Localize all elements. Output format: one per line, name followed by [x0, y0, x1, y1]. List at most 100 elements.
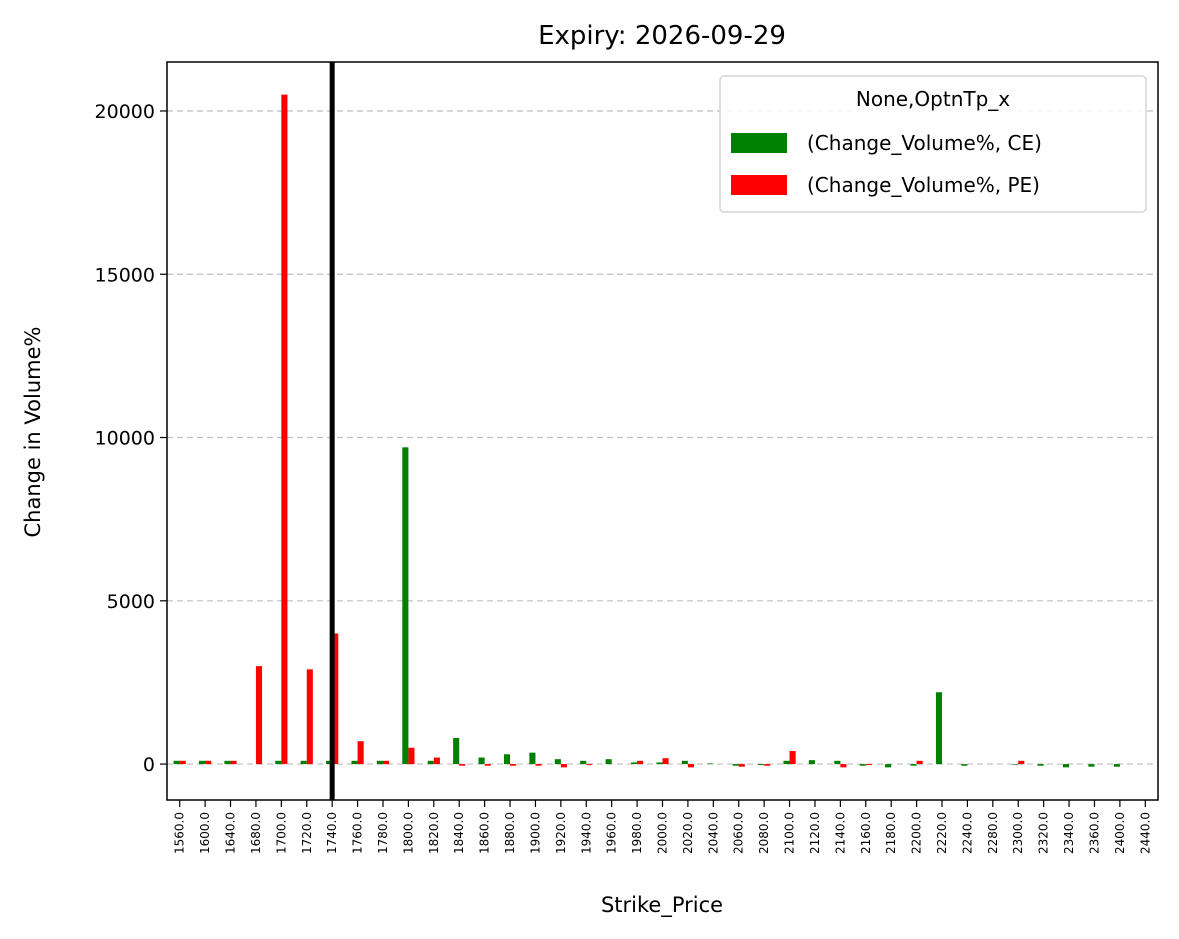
- ytick-label-2: 10000: [95, 428, 155, 450]
- legend-swatch-ce: [731, 133, 787, 153]
- bar-pe-7: [357, 741, 364, 765]
- xtick-label-16: 1940.0: [579, 812, 593, 854]
- bar-ce-12: [478, 757, 485, 765]
- xtick-label-27: 2160.0: [859, 812, 873, 854]
- y-axis-ticks: 0 5000 10000 15000 20000: [95, 101, 167, 776]
- bar-pe-8: [382, 760, 390, 765]
- bar-ce-6: [326, 760, 333, 765]
- xtick-label-20: 2020.0: [681, 812, 695, 854]
- bar-ce-8: [376, 760, 383, 765]
- xtick-label-15: 1920.0: [554, 812, 568, 854]
- bar-ce-18: [630, 762, 638, 765]
- bar-pe-16: [586, 764, 593, 766]
- bar-ce-10: [427, 760, 434, 765]
- bar-ce-24: [783, 760, 790, 765]
- bar-ce-4: [275, 760, 282, 765]
- bar-pe-4: [281, 94, 288, 765]
- bar-pe-26: [840, 764, 847, 768]
- xtick-label-7: 1760.0: [351, 812, 365, 854]
- bar-ce-35: [1062, 764, 1070, 768]
- xtick-label-6: 1740.0: [325, 812, 339, 854]
- xtick-label-0: 1560.0: [173, 812, 187, 854]
- xtick-label-23: 2080.0: [757, 812, 771, 854]
- bar-ce-15: [554, 759, 561, 765]
- bar-ce-25: [808, 760, 815, 765]
- legend: None,OptnTp_x (Change_Volume%, CE) (Chan…: [719, 75, 1147, 213]
- x-axis-label: Strike_Price: [601, 893, 723, 918]
- bar-pe-3: [255, 666, 263, 765]
- xtick-label-17: 1960.0: [605, 812, 619, 854]
- bar-ce-34: [1037, 764, 1044, 766]
- xtick-label-11: 1840.0: [452, 812, 466, 854]
- xtick-label-10: 1820.0: [427, 812, 441, 854]
- xtick-label-22: 2060.0: [732, 812, 746, 854]
- xtick-label-19: 2000.0: [656, 812, 670, 854]
- bar-ce-19: [656, 762, 663, 765]
- bar-ce-28: [885, 764, 892, 768]
- xtick-label-24: 2100.0: [783, 812, 797, 854]
- xtick-label-25: 2120.0: [808, 812, 822, 854]
- bar-pe-23: [764, 764, 771, 766]
- xtick-label-18: 1980.0: [630, 812, 644, 854]
- bar-pe-5: [306, 669, 313, 765]
- bar-ce-29: [910, 764, 917, 766]
- xtick-label-5: 1720.0: [300, 812, 314, 854]
- xtick-label-35: 2340.0: [1062, 812, 1076, 854]
- bar-ce-7: [351, 760, 358, 765]
- xtick-label-8: 1780.0: [376, 812, 390, 854]
- bar-ce-30: [935, 692, 943, 765]
- bar-ce-33: [1012, 764, 1019, 765]
- legend-label-ce: (Change_Volume%, CE): [807, 131, 1042, 155]
- bar-pe-1: [205, 760, 212, 765]
- xtick-label-9: 1800.0: [401, 812, 415, 854]
- bar-pe-29: [916, 760, 923, 765]
- xtick-label-37: 2400.0: [1113, 812, 1127, 854]
- bar-pe-11: [459, 764, 466, 766]
- y-axis-label: Change in Volume%: [21, 327, 45, 538]
- bar-pe-2: [230, 760, 237, 765]
- legend-title: None,OptnTp_x: [856, 87, 1010, 111]
- bar-ce-26: [834, 760, 841, 765]
- bar-pe-15: [560, 764, 567, 768]
- xtick-label-4: 1700.0: [274, 812, 288, 854]
- bar-ce-27: [859, 764, 866, 766]
- xtick-label-38: 2440.0: [1138, 812, 1152, 854]
- ytick-label-3: 15000: [95, 264, 155, 286]
- bar-ce-16: [580, 760, 587, 765]
- xtick-label-36: 2360.0: [1087, 812, 1101, 854]
- bar-ce-20: [681, 760, 688, 765]
- legend-label-pe: (Change_Volume%, PE): [807, 173, 1040, 197]
- xtick-label-13: 1880.0: [503, 812, 517, 854]
- bar-ce-23: [758, 764, 765, 766]
- bar-ce-31: [961, 764, 968, 766]
- bar-ce-1: [199, 760, 206, 765]
- ytick-label-0: 0: [143, 754, 155, 776]
- xtick-label-28: 2180.0: [884, 812, 898, 854]
- xtick-label-14: 1900.0: [528, 812, 542, 854]
- bar-pe-6: [332, 633, 339, 765]
- xtick-label-34: 2320.0: [1037, 812, 1051, 854]
- xtick-label-3: 1680.0: [249, 812, 263, 854]
- legend-swatch-pe: [731, 175, 787, 195]
- bar-ce-21: [707, 763, 714, 765]
- ytick-label-4: 20000: [95, 101, 155, 123]
- bar-ce-13: [503, 754, 511, 765]
- xtick-label-2: 1640.0: [224, 812, 238, 854]
- legend-box: [719, 75, 1147, 213]
- bar-pe-24: [789, 751, 796, 765]
- bar-ce-14: [529, 752, 536, 765]
- ytick-label-1: 5000: [107, 591, 155, 613]
- bar-pe-12: [484, 764, 491, 766]
- bar-pe-18: [637, 760, 644, 765]
- chart-title: Expiry: 2026-09-29: [538, 21, 786, 51]
- bar-pe-10: [433, 757, 440, 765]
- bar-ce-11: [453, 737, 460, 765]
- xtick-label-26: 2140.0: [833, 812, 847, 854]
- xtick-label-31: 2240.0: [960, 812, 974, 854]
- bar-pe-19: [662, 758, 669, 765]
- bar-pe-20: [687, 764, 695, 768]
- bar-ce-5: [300, 760, 307, 765]
- bar-ce-36: [1088, 764, 1095, 767]
- bar-ce-17: [605, 759, 612, 765]
